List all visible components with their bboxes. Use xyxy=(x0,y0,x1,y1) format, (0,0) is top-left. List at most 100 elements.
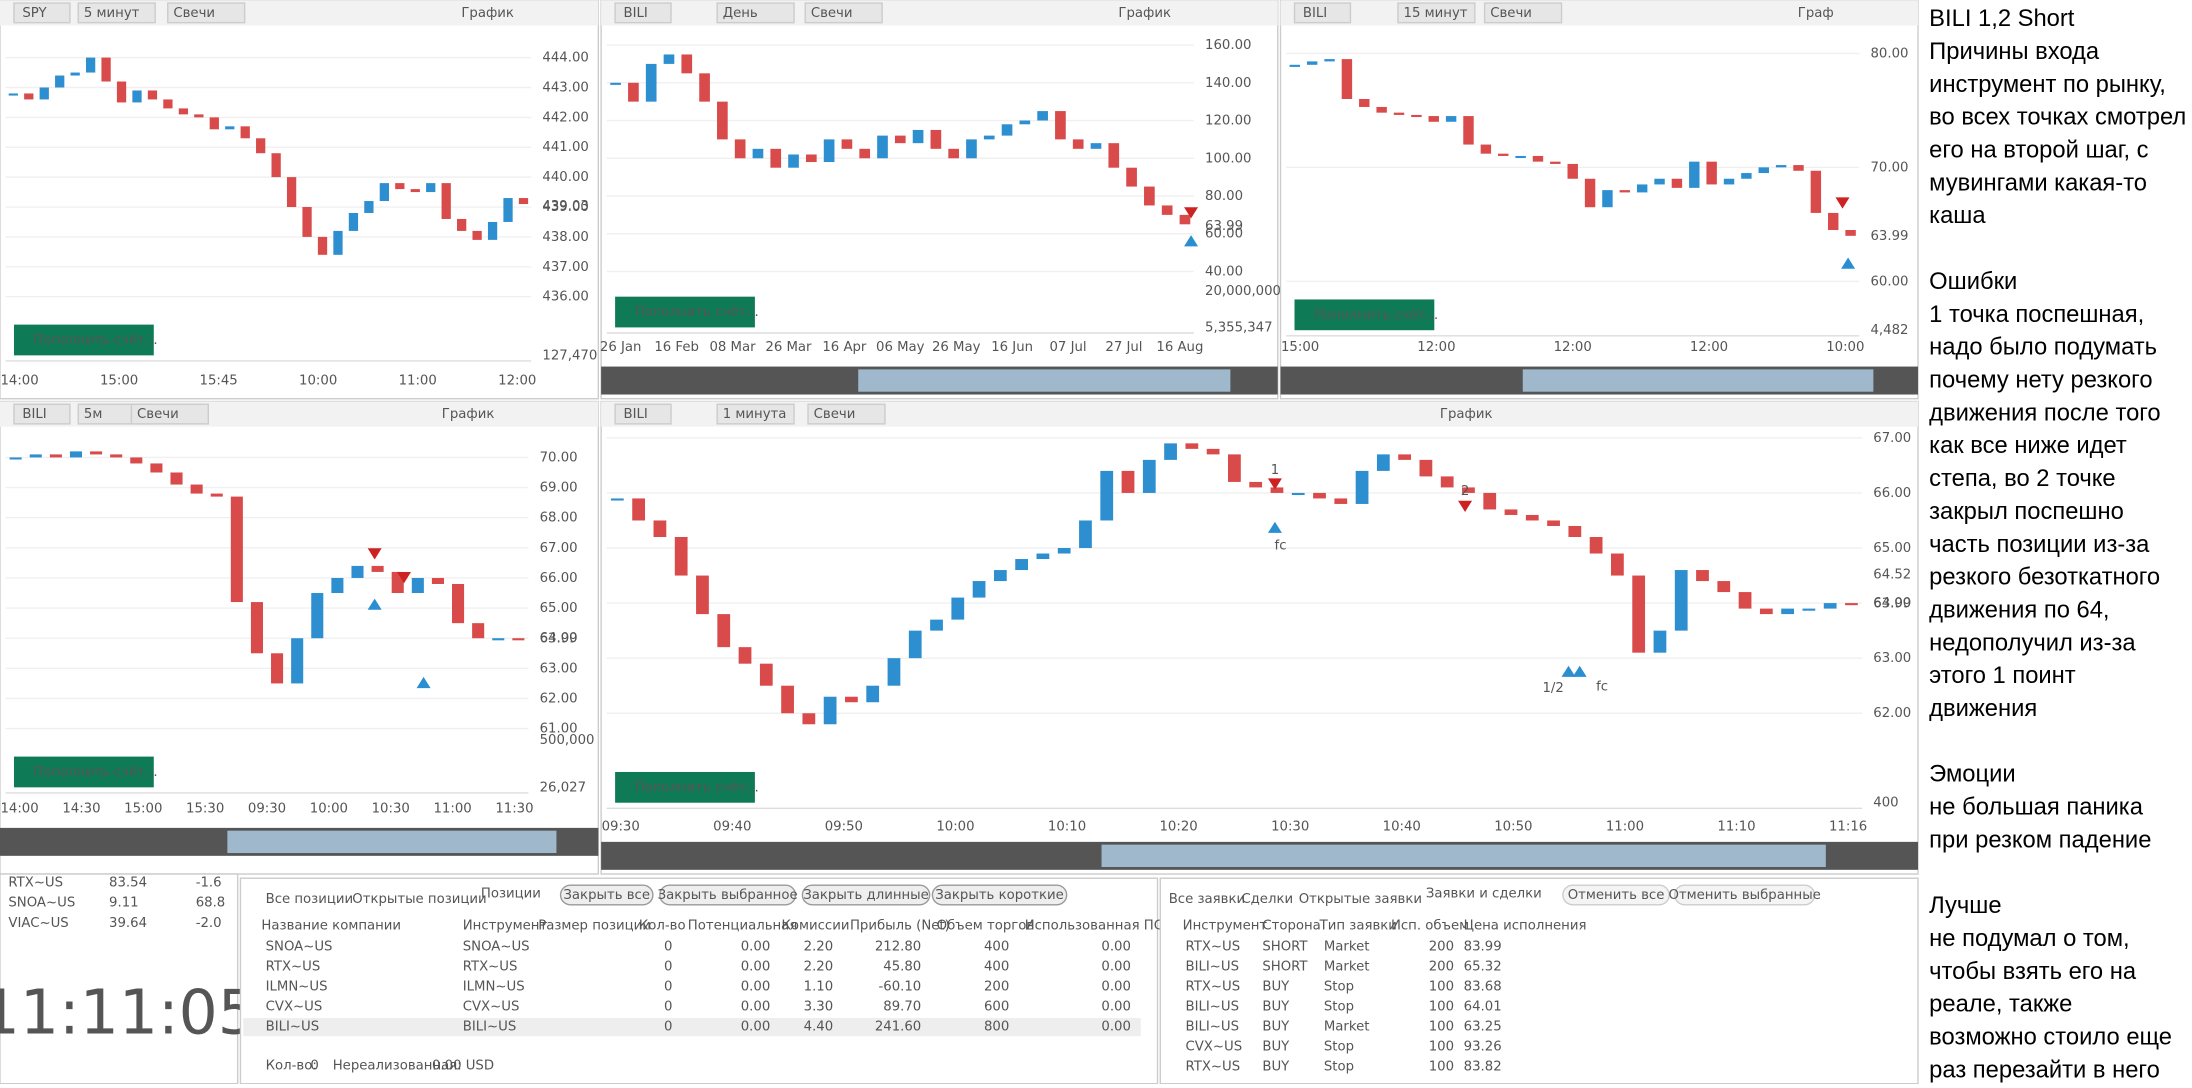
button[interactable] xyxy=(1674,884,1816,906)
watchlist-cell: RTX~US xyxy=(8,875,63,890)
annotation: fc xyxy=(1275,538,1287,553)
candle xyxy=(993,570,1007,582)
candle xyxy=(331,577,344,594)
note-line: его на второй шаг, с xyxy=(1929,137,2148,164)
candle xyxy=(512,638,525,641)
x-tick-label: 10:30 xyxy=(372,801,410,816)
note-line: движения xyxy=(1929,695,2037,722)
scroll-thumb[interactable] xyxy=(1101,844,1826,868)
footer-text: Кол-во: xyxy=(266,1059,317,1074)
dropdown[interactable] xyxy=(614,403,672,425)
candle xyxy=(734,139,746,159)
candle xyxy=(1589,536,1603,554)
y-tick-label: 80.00 xyxy=(1205,189,1243,204)
candle xyxy=(653,520,667,537)
column-header: Использованная ПС xyxy=(1025,919,1163,934)
y-tick-label: 80.00 xyxy=(1870,46,1908,61)
candle xyxy=(1289,64,1301,67)
candle xyxy=(1015,559,1029,571)
dropdown[interactable] xyxy=(13,403,71,425)
button[interactable] xyxy=(931,884,1068,906)
scroll-thumb[interactable] xyxy=(858,369,1231,392)
dropdown[interactable] xyxy=(716,403,795,425)
candle xyxy=(1445,116,1457,122)
candle xyxy=(210,493,223,497)
column-header: Потенциальная xyxy=(688,919,798,934)
position-cell: 0.00 xyxy=(741,940,771,955)
candle xyxy=(110,454,123,458)
candle xyxy=(1072,139,1084,149)
trade-marker xyxy=(1458,500,1473,512)
deposit-button[interactable] xyxy=(615,771,755,803)
note-line: раз перезайти в него xyxy=(1929,1056,2160,1083)
scroll-thumb[interactable] xyxy=(1522,369,1874,392)
candle xyxy=(645,63,657,102)
tab[interactable]: Все позиции xyxy=(266,892,354,907)
position-cell: 0 xyxy=(664,940,672,955)
x-tick-label: 26 Mar xyxy=(765,340,812,355)
button[interactable] xyxy=(559,884,654,906)
position-cell: 0.00 xyxy=(1101,980,1131,995)
dropdown[interactable] xyxy=(77,2,156,24)
note-line: движения после того xyxy=(1929,399,2160,426)
candle xyxy=(1738,592,1752,609)
trade-marker xyxy=(1267,521,1282,533)
note-line: при резком падение xyxy=(1929,826,2151,853)
order-cell: 93.26 xyxy=(1464,1040,1502,1055)
y-tick-label: 62.00 xyxy=(540,691,578,706)
dropdown[interactable] xyxy=(1293,2,1352,24)
candle xyxy=(1845,603,1858,606)
candle xyxy=(1411,114,1422,118)
dropdown[interactable] xyxy=(804,2,883,24)
tab[interactable]: Открытые позиции xyxy=(352,892,486,907)
button[interactable] xyxy=(659,884,797,906)
button[interactable] xyxy=(1562,884,1670,906)
tab[interactable]: Все заявки xyxy=(1169,892,1245,907)
button[interactable] xyxy=(801,884,931,906)
footer-text: 0 xyxy=(310,1059,318,1074)
y-tick-label: 63.00 xyxy=(1873,651,1911,666)
candle xyxy=(1001,124,1013,136)
deposit-button[interactable] xyxy=(615,296,755,328)
order-cell: 64.01 xyxy=(1464,1000,1502,1015)
candle xyxy=(1161,205,1173,215)
candle xyxy=(912,129,924,144)
dropdown[interactable] xyxy=(13,2,71,24)
scroll-thumb[interactable] xyxy=(227,830,557,854)
candle xyxy=(225,126,235,130)
symbol: SPY xyxy=(22,6,47,21)
dropdown[interactable] xyxy=(1397,2,1476,24)
x-tick-label: 09:40 xyxy=(713,819,751,834)
x-tick-label: 07 Jul xyxy=(1049,340,1086,355)
y-tick-label: 140.00 xyxy=(1205,76,1251,91)
deposit-button[interactable] xyxy=(13,324,154,356)
deposit-button[interactable] xyxy=(13,756,154,788)
dropdown[interactable] xyxy=(807,403,886,425)
interval: День xyxy=(723,6,758,21)
column-header: Объем торгов xyxy=(937,918,1035,934)
position-cell: 200 xyxy=(984,980,1009,995)
tab[interactable]: Открытые заявки xyxy=(1299,892,1422,907)
column-header: Инструмент xyxy=(463,919,548,934)
chart-label: График xyxy=(442,407,495,422)
candle xyxy=(845,696,858,703)
dropdown[interactable] xyxy=(614,2,672,24)
candle xyxy=(628,82,639,102)
dropdown[interactable] xyxy=(716,2,795,24)
candle xyxy=(426,183,436,193)
column-header: Цена исполнения xyxy=(1464,919,1587,934)
candle xyxy=(1036,553,1050,560)
tab[interactable]: Сделки xyxy=(1241,892,1293,907)
order-cell: BUY xyxy=(1262,1060,1290,1075)
dropdown[interactable] xyxy=(130,403,209,425)
candle xyxy=(1758,167,1769,174)
candle xyxy=(39,87,49,100)
dropdown[interactable] xyxy=(1483,2,1563,24)
deposit-button[interactable] xyxy=(1294,299,1435,331)
candle xyxy=(823,139,835,163)
candle xyxy=(674,536,688,576)
order-cell: 83.99 xyxy=(1464,940,1502,955)
x-tick-label: 26 Jan xyxy=(600,340,642,355)
dropdown[interactable] xyxy=(167,2,246,24)
x-tick-label: 15:45 xyxy=(200,374,238,389)
